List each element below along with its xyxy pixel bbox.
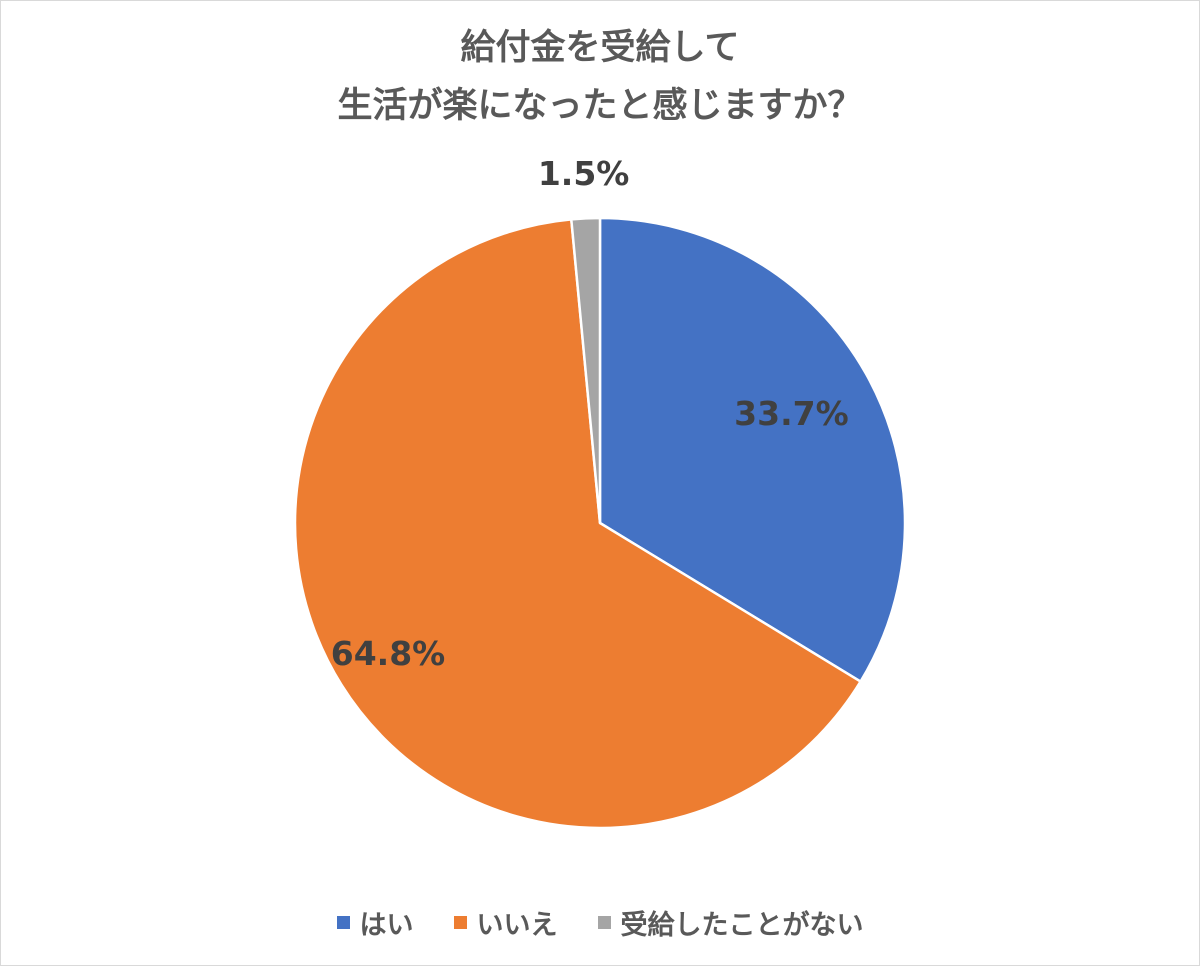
legend-item-yes: はい <box>336 903 414 942</box>
legend-label-yes: はい <box>359 910 414 941</box>
chart-title-line-2: 生活が楽になったと感じますか？ <box>337 86 863 126</box>
chart-title: 給付金を受給して 生活が楽になったと感じますか？ <box>1 19 1199 135</box>
legend-swatch-never-received <box>597 916 611 929</box>
pie-data-labels: 33.7% 64.8% 1.5% <box>331 154 849 673</box>
legend-swatch-yes <box>336 916 350 929</box>
data-label-never-received: 1.5% <box>538 154 630 193</box>
chart-title-line-1: 給付金を受給して <box>460 28 740 68</box>
data-label-no: 64.8% <box>331 634 446 673</box>
pie-slice-never-received <box>570 216 602 525</box>
legend-item-no: いいえ <box>453 903 558 942</box>
data-label-yes: 33.7% <box>734 394 849 433</box>
legend-item-never-received: 受給したことがない <box>597 903 864 942</box>
pie-slice-yes <box>598 216 907 683</box>
chart-legend: はい いいえ 受給したことがない <box>1 903 1199 942</box>
pie-slices <box>293 216 907 830</box>
pie-slice-no <box>293 218 862 830</box>
legend-label-never-received: 受給したことがない <box>620 910 864 941</box>
legend-label-no: いいえ <box>476 910 558 941</box>
legend-swatch-no <box>453 916 467 929</box>
